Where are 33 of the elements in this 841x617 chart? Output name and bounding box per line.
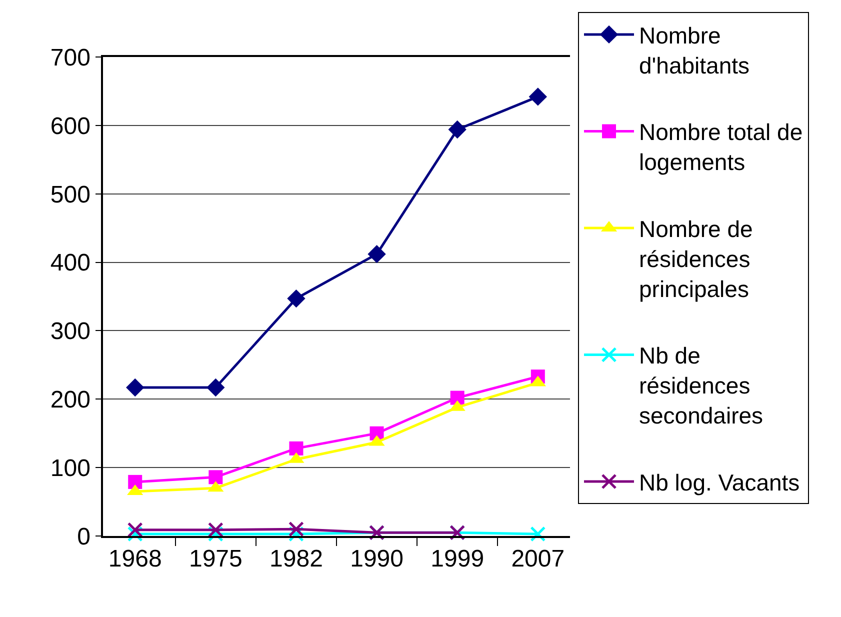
legend-label: Nombre total de logements xyxy=(639,119,803,176)
x-tick-label: 1968 xyxy=(108,546,162,573)
point xyxy=(450,390,464,405)
legend-label: Nombre d'habitants xyxy=(639,22,750,78)
point xyxy=(448,120,466,139)
point xyxy=(206,378,225,397)
point xyxy=(368,244,386,264)
legend-label: Nombre de résidences principales xyxy=(639,216,753,302)
legend-label: Nb de résidences secondaires xyxy=(639,342,764,429)
y-tick-label: 400 xyxy=(50,250,90,277)
y-tick-label: 500 xyxy=(50,181,90,208)
point xyxy=(128,474,142,489)
point xyxy=(289,441,304,456)
x-tick-label: 1999 xyxy=(430,546,484,573)
x-tick-label: 1982 xyxy=(270,546,323,573)
legend-label: Nb log. Vacants xyxy=(639,469,800,496)
y-tick-label: 600 xyxy=(50,112,90,140)
point xyxy=(287,289,306,308)
y-tick-label: 100 xyxy=(50,454,90,482)
y-tick-label: 700 xyxy=(50,44,90,72)
x-tick-label: 1975 xyxy=(188,546,242,573)
x-tick-label: 1990 xyxy=(350,546,404,573)
point xyxy=(288,521,304,537)
y-tick-label: 300 xyxy=(50,318,90,346)
point xyxy=(528,88,547,106)
point xyxy=(530,526,546,542)
point xyxy=(126,378,144,397)
point xyxy=(127,522,143,538)
y-tick-label: 0 xyxy=(77,523,90,550)
x-tick-label: 2007 xyxy=(511,546,565,573)
y-tick-label: 200 xyxy=(50,386,90,414)
point xyxy=(208,470,223,484)
point xyxy=(208,522,224,538)
